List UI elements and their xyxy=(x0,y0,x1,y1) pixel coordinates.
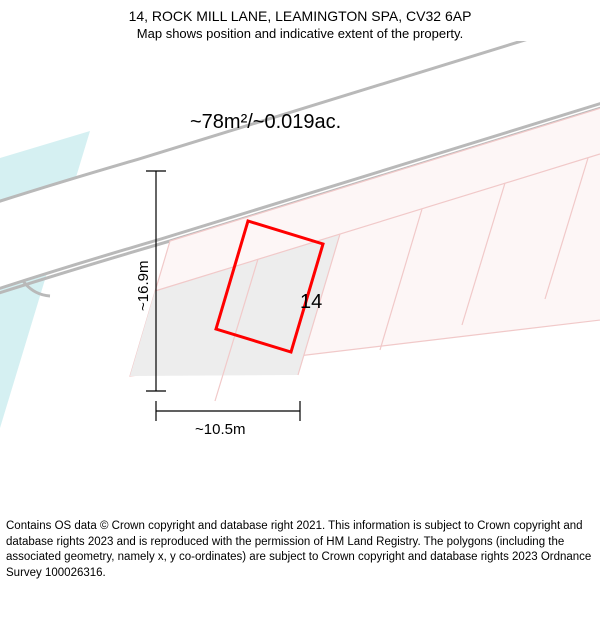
dimension-vertical-label: ~16.9m xyxy=(135,261,152,311)
dimension-horizontal-label: ~10.5m xyxy=(195,421,245,438)
copyright-footer: Contains OS data © Crown copyright and d… xyxy=(0,511,600,581)
map-canvas: ~78m²/~0.019ac. 14 ~16.9m ~10.5m xyxy=(0,41,600,511)
map-subtitle: Map shows position and indicative extent… xyxy=(0,26,600,41)
area-label: ~78m²/~0.019ac. xyxy=(190,111,341,134)
map-header: 14, ROCK MILL LANE, LEAMINGTON SPA, CV32… xyxy=(0,0,600,41)
plot-number-label: 14 xyxy=(300,291,322,314)
map-title: 14, ROCK MILL LANE, LEAMINGTON SPA, CV32… xyxy=(0,8,600,24)
